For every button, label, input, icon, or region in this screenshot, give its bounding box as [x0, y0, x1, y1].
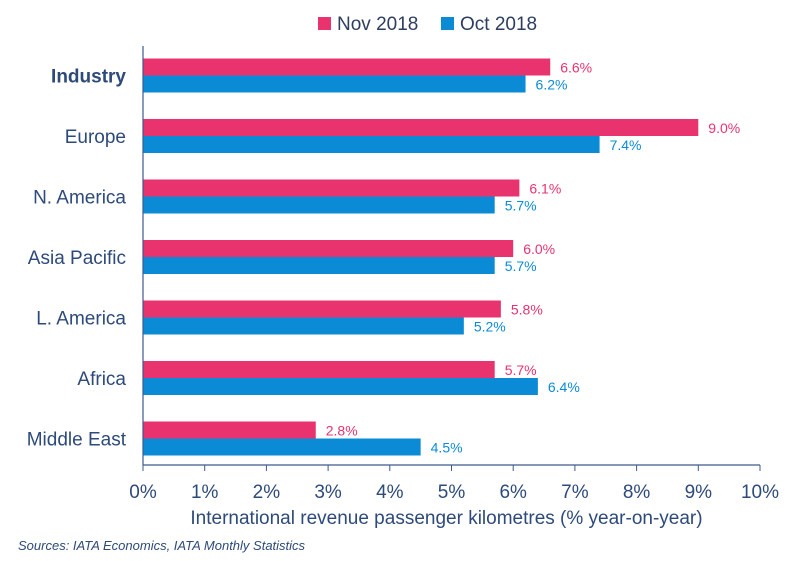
data-label: 2.8%: [326, 423, 358, 439]
data-label: 5.7%: [505, 198, 537, 214]
category-label: L. America: [36, 309, 126, 330]
data-label: 7.4%: [610, 137, 642, 153]
legend-swatch: [441, 17, 454, 30]
bar: [143, 75, 526, 93]
source-note: Sources: IATA Economics, IATA Monthly St…: [18, 538, 306, 553]
x-tick-label: 8%: [623, 482, 651, 503]
x-tick-label: 4%: [376, 482, 404, 503]
data-label: 6.4%: [548, 379, 580, 395]
legend-swatch: [318, 17, 331, 30]
data-label: 6.2%: [536, 77, 568, 93]
x-axis-title: International revenue passenger kilometr…: [190, 508, 702, 529]
data-label: 4.5%: [431, 440, 463, 456]
bar: [143, 240, 514, 257]
data-label: 9.0%: [708, 120, 740, 136]
legend-label: Nov 2018: [337, 14, 418, 35]
x-tick-label: 3%: [314, 482, 342, 503]
x-tick-label: 7%: [561, 482, 589, 503]
bar: [143, 58, 551, 76]
x-tick-label: 1%: [191, 482, 219, 503]
data-label: 5.2%: [474, 319, 506, 335]
bar: [143, 136, 600, 153]
x-tick-label: 9%: [685, 482, 713, 503]
data-label: 6.0%: [523, 241, 555, 257]
bar: [143, 317, 464, 335]
bar: [143, 421, 316, 439]
x-tick-label: 2%: [253, 482, 281, 503]
bar: [143, 196, 495, 214]
data-label: 5.7%: [505, 258, 537, 274]
bar: [143, 179, 520, 197]
bar: [143, 257, 495, 274]
category-label: Europe: [65, 127, 126, 148]
x-tick-label: 5%: [438, 482, 466, 503]
data-label: 6.1%: [529, 181, 561, 197]
data-label: 5.8%: [511, 302, 543, 318]
bar: [143, 361, 495, 378]
bar: [143, 300, 501, 318]
x-tick-label: 6%: [499, 482, 527, 503]
data-label: 5.7%: [505, 362, 537, 378]
x-tick-label: 10%: [741, 482, 779, 503]
category-label: Middle East: [27, 430, 127, 451]
bar: [143, 119, 699, 136]
category-label: Industry: [51, 67, 126, 88]
legend-label: Oct 2018: [460, 14, 537, 35]
x-tick-label: 0%: [129, 482, 157, 503]
data-label: 6.6%: [560, 60, 592, 76]
bar: [143, 438, 421, 456]
bar: [143, 378, 538, 395]
category-label: Africa: [77, 369, 126, 390]
category-label: Asia Pacific: [28, 248, 126, 269]
category-label: N. America: [33, 188, 126, 209]
